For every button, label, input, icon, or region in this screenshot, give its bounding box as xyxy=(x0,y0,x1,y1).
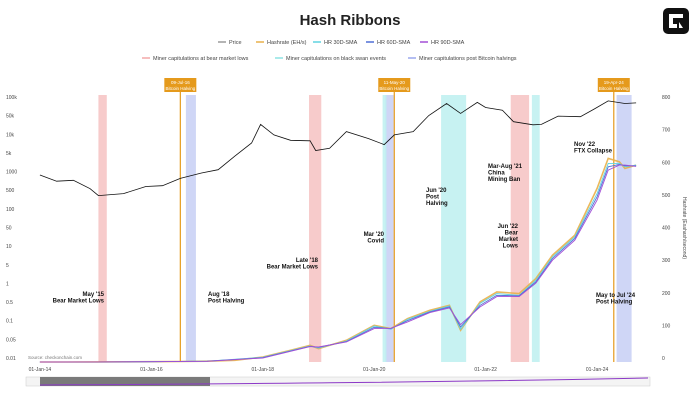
band-halving-1 xyxy=(185,95,196,362)
y-right-tick-6: 200 xyxy=(662,291,671,297)
axes: 100k50k10k5k10005001005010510.50.10.050.… xyxy=(6,95,687,373)
x-tick-3: 01-Jan-20 xyxy=(363,367,386,373)
annotation-1-line-1: Post Halving xyxy=(208,299,245,305)
annotation-0-line-0: May '15 xyxy=(83,292,105,298)
y-right-tick-1: 700 xyxy=(662,128,671,134)
y-right-tick-0: 800 xyxy=(662,95,671,101)
annotation-6-line-1: FTX Collapse xyxy=(574,149,613,155)
annotation-8-line-0: May to Jul '24 xyxy=(596,293,636,299)
series-lines xyxy=(39,100,637,363)
price-line xyxy=(39,100,637,197)
y-left-tick-0: 100k xyxy=(6,95,17,101)
halving-tag-date-1: 11-May-20 xyxy=(384,80,406,85)
legend2-label-0: Miner capitulations at bear market lows xyxy=(153,56,249,62)
annotation-7-line-0: Jun '22 xyxy=(498,224,519,230)
annotation-7-line-3: Lows xyxy=(503,244,519,250)
chart-title: Hash Ribbons xyxy=(299,12,401,29)
x-tick-5: 01-Jan-24 xyxy=(586,367,609,373)
legend-label-3: HR 60D-SMA xyxy=(377,40,411,46)
legend-label-2: HR 30D-SMA xyxy=(324,40,358,46)
annotation-4-line-2: Halving xyxy=(426,201,448,207)
annotation-4-line-1: Post xyxy=(426,195,439,201)
annotation-5-line-0: Mar-Aug '21 xyxy=(488,164,523,170)
annotation-2-line-0: Late '18 xyxy=(296,258,319,264)
band-halving-3 xyxy=(385,95,394,362)
band-swan-7 xyxy=(531,95,540,362)
y-left-tick-10: 1 xyxy=(6,281,9,287)
annotation-3-line-0: Mar '20 xyxy=(364,232,385,238)
y-left-tick-6: 100 xyxy=(6,207,15,213)
annotation-1-line-0: Aug '18 xyxy=(208,292,230,298)
y-right-tick-8: 0 xyxy=(662,356,665,362)
halving-tag-text-2: Bitcoin Halving xyxy=(599,86,629,91)
y-right-axis-label: Hashrate (Exahash/second) xyxy=(681,197,687,259)
legend: Price Hashrate (EH/s) HR 30D-SMA HR 60D-SMA… xyxy=(142,40,517,62)
y-left-tick-9: 5 xyxy=(6,263,9,269)
y-left-tick-4: 1000 xyxy=(6,170,17,176)
annotation-5-line-1: China xyxy=(488,171,505,177)
y-right-tick-7: 100 xyxy=(662,323,671,329)
navigator xyxy=(25,376,651,387)
annotation-0-line-1: Bear Market Lows xyxy=(53,299,105,305)
y-left-tick-7: 50 xyxy=(6,226,12,232)
y-left-tick-1: 50k xyxy=(6,114,15,120)
y-left-tick-5: 500 xyxy=(6,188,15,194)
band-swan-4 xyxy=(382,95,387,362)
annotation-7-line-1: Bear xyxy=(505,231,519,237)
y-right-tick-5: 300 xyxy=(662,258,671,264)
capitulation-bands xyxy=(98,95,632,362)
annotation-4-line-0: Jun '20 xyxy=(426,188,447,194)
annotation-6-line-0: Nov '22 xyxy=(574,142,596,148)
halving-tag-0 xyxy=(164,78,197,92)
legend2-label-1: Miner capitulations on black swan events xyxy=(286,56,386,62)
navigator-track xyxy=(25,376,651,387)
x-tick-2: 01-Jan-18 xyxy=(252,367,275,373)
legend2-label-2: Miner capitulations post Bitcoin halving… xyxy=(419,56,517,62)
y-left-tick-11: 0.5 xyxy=(6,300,13,306)
annotation-2-line-1: Bear Market Lows xyxy=(267,265,319,271)
halving-tag-text-0: Bitcoin Halving xyxy=(165,86,195,91)
brand-logo xyxy=(663,8,689,34)
halving-tag-2 xyxy=(597,78,630,92)
x-tick-4: 01-Jan-22 xyxy=(474,367,497,373)
band-bear-2 xyxy=(309,95,322,362)
halving-tag-date-2: 19-Apr-24 xyxy=(604,80,625,85)
legend-label-1: Hashrate (EH/s) xyxy=(267,40,307,46)
y-right-tick-4: 400 xyxy=(662,226,671,232)
x-tick-0: 01-Jan-14 xyxy=(29,367,52,373)
navigator-line xyxy=(39,377,649,386)
x-tick-1: 01-Jan-16 xyxy=(140,367,163,373)
halving-tag-1 xyxy=(378,78,411,92)
y-left-tick-14: 0.01 xyxy=(6,356,16,362)
annotation-7-line-2: Market xyxy=(499,237,518,243)
y-left-tick-13: 0.05 xyxy=(6,337,16,343)
y-right-tick-2: 600 xyxy=(662,160,671,166)
band-bear-0 xyxy=(98,95,107,362)
legend-label-4: HR 90D-SMA xyxy=(431,40,465,46)
navigator-mask xyxy=(40,377,210,386)
y-left-tick-12: 0.1 xyxy=(6,319,13,325)
y-left-tick-8: 10 xyxy=(6,244,12,250)
annotation-8-line-1: Post Halving xyxy=(596,300,633,306)
band-swan-5 xyxy=(441,95,467,362)
halving-tag-date-0: 09-Jul-16 xyxy=(171,80,190,85)
hr-90d-sma-line xyxy=(39,164,637,363)
y-right-tick-3: 500 xyxy=(662,193,671,199)
source-label: Source: checkonchain.com xyxy=(28,355,82,360)
y-left-tick-2: 10k xyxy=(6,132,15,138)
legend-label-0: Price xyxy=(229,40,242,46)
annotation-3-line-1: Covid xyxy=(367,239,384,245)
y-left-tick-3: 5k xyxy=(6,151,12,157)
hashrate-line xyxy=(39,157,637,363)
annotation-5-line-2: Mining Ban xyxy=(488,177,521,183)
halving-tag-text-1: Bitcoin Halving xyxy=(379,86,409,91)
band-halving-8 xyxy=(616,95,632,362)
